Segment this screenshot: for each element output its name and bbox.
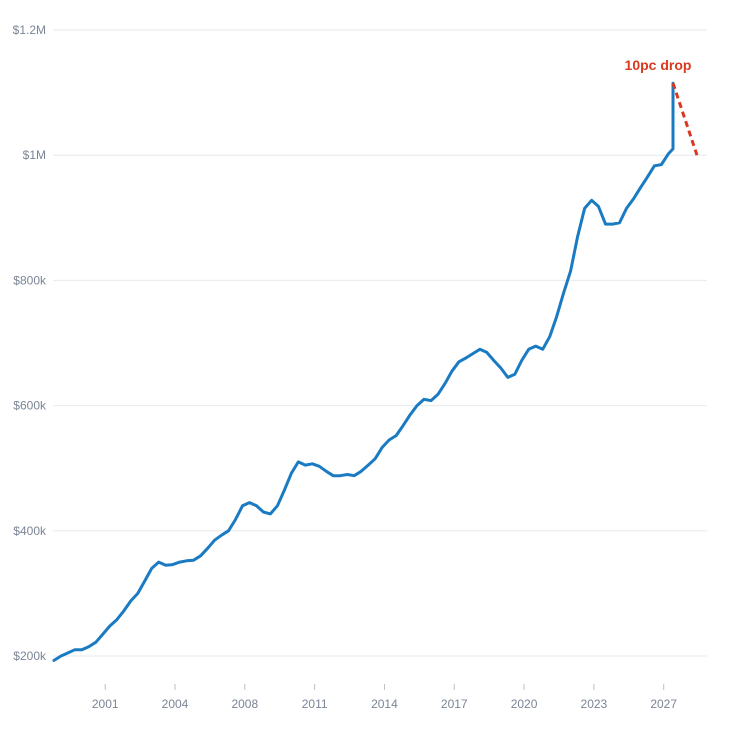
x-tick-label: 2011 bbox=[302, 697, 328, 711]
x-tick-label: 2023 bbox=[581, 697, 608, 711]
y-tick-label: $600k bbox=[13, 399, 47, 413]
x-tick-label: 2004 bbox=[162, 697, 189, 711]
x-tick-label: 2001 bbox=[92, 697, 119, 711]
y-tick-label: $1M bbox=[23, 148, 46, 162]
x-tick-label: 2017 bbox=[441, 697, 468, 711]
series-layer bbox=[52, 81, 699, 662]
y-tick-label: $200k bbox=[13, 649, 47, 663]
x-tick-label: 2008 bbox=[231, 697, 258, 711]
annotation-10pc-drop: 10pc drop bbox=[625, 57, 692, 73]
annotations: 10pc drop bbox=[625, 57, 692, 73]
x-axis-ticks: 2001 2004 2008 2011 2014 2017 2020 2023 2027 bbox=[92, 684, 677, 711]
x-tick-label: 2020 bbox=[511, 697, 538, 711]
y-axis-ticks: $200k $400k $600k $800k $1M $1.2M bbox=[13, 23, 47, 663]
x-tick-label: 2014 bbox=[371, 697, 398, 711]
y-tick-label: $400k bbox=[13, 524, 47, 538]
y-tick-label: $1.2M bbox=[13, 23, 46, 37]
y-tick-label: $800k bbox=[13, 273, 47, 287]
series-line-projection bbox=[671, 82, 699, 156]
gridlines bbox=[53, 29, 707, 657]
series-line-price bbox=[52, 81, 675, 662]
x-tick-label: 2027 bbox=[650, 697, 677, 711]
